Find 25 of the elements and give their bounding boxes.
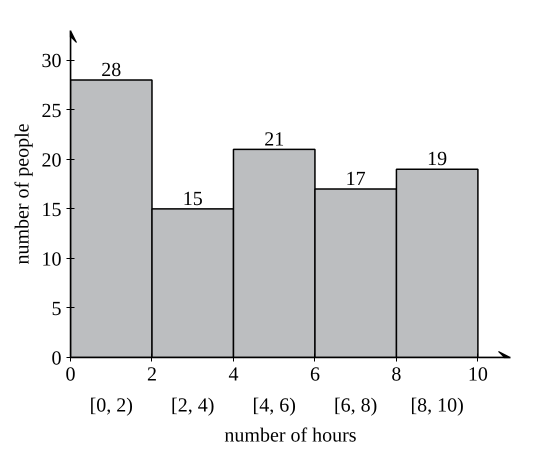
- x-axis-title: number of hours: [224, 424, 357, 446]
- y-tick-label: 0: [52, 348, 62, 370]
- category-label: [2, 4): [171, 394, 214, 416]
- x-tick-label: 4: [228, 364, 238, 386]
- y-tick-label: 20: [42, 149, 62, 172]
- y-tick-label: 5: [52, 298, 62, 320]
- x-tick-label: 2: [146, 364, 157, 386]
- x-tick-label: 8: [391, 364, 402, 386]
- y-tick-label: 30: [42, 50, 62, 72]
- y-tick-label: 25: [42, 100, 62, 122]
- y-axis-title: number of people: [12, 123, 34, 265]
- x-tick-label: 6: [310, 364, 320, 386]
- y-tick-label: 10: [42, 248, 62, 270]
- data-label: 17: [346, 168, 366, 190]
- x-tick-label: 0: [66, 364, 76, 386]
- category-label: [8, 10): [410, 394, 464, 416]
- category-label: [0, 2): [90, 394, 133, 416]
- y-tick-label: 15: [42, 198, 62, 221]
- data-label: 28: [101, 59, 122, 82]
- data-label: 15: [182, 188, 203, 210]
- category-label: [6, 8): [334, 394, 378, 416]
- data-label: 19: [427, 148, 448, 170]
- category-label: [4, 6): [252, 394, 296, 416]
- x-tick-label: 10: [468, 364, 488, 386]
- data-label: 21: [264, 128, 284, 150]
